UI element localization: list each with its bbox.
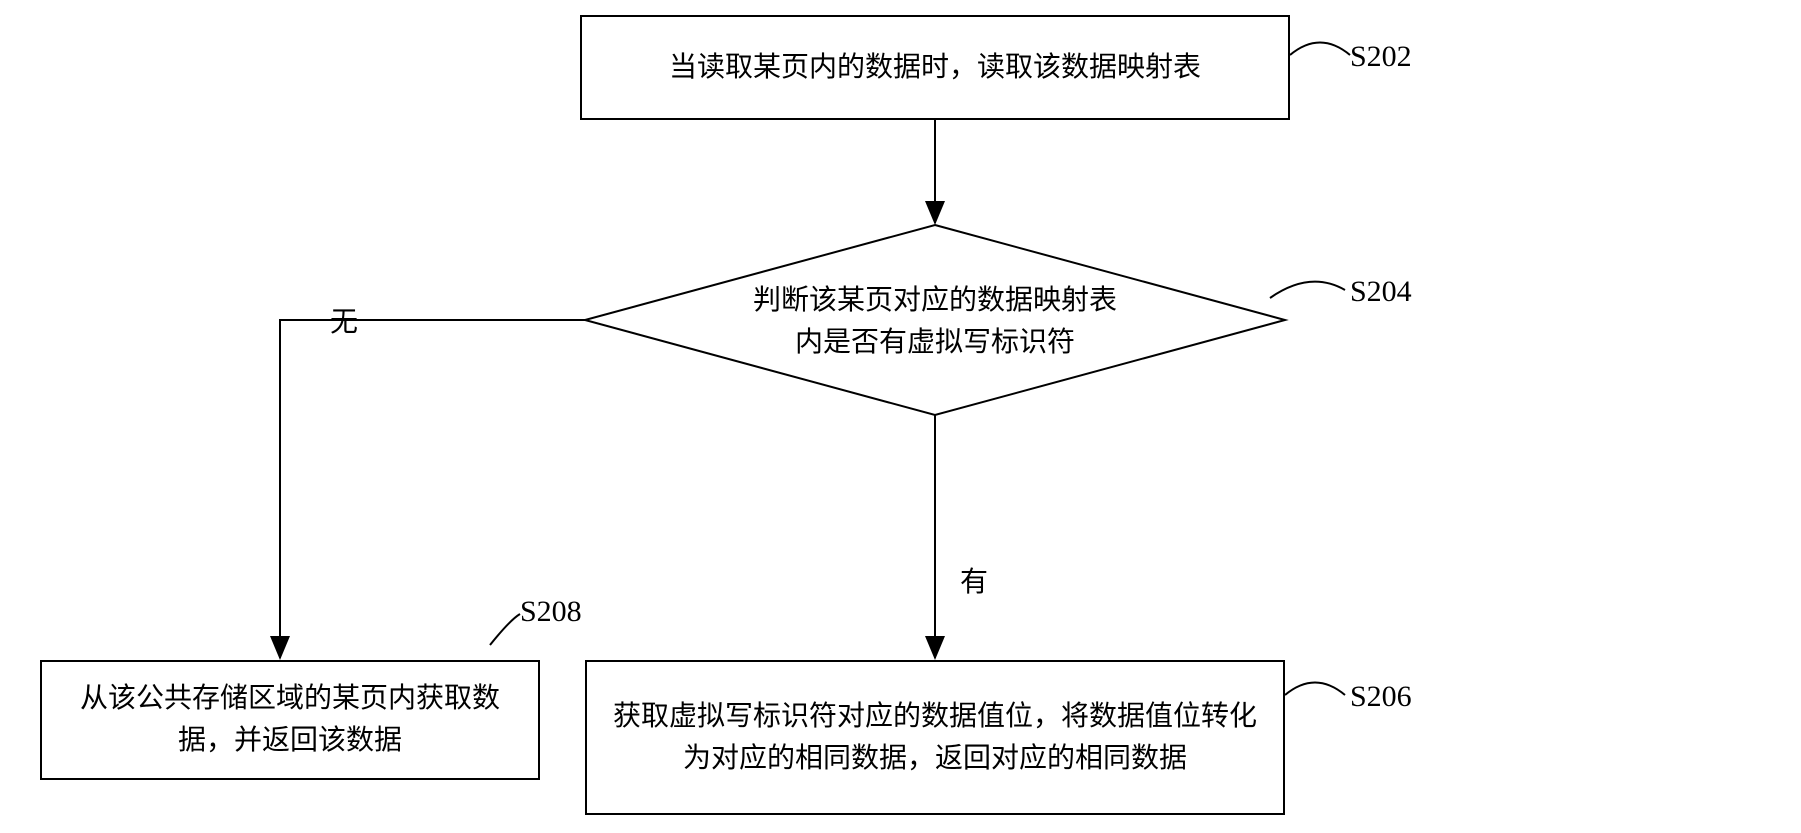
step-label-s204: S204 [1350,275,1412,309]
flowchart-node-s206: 获取虚拟写标识符对应的数据值位，将数据值位转化为对应的相同数据，返回对应的相同数… [585,660,1285,815]
node-text: 从该公共存储区域的某页内获取数据，并返回该数据 [58,678,522,762]
edge-label-yes: 有 [960,560,988,600]
flowchart-node-s208: 从该公共存储区域的某页内获取数据，并返回该数据 [40,660,540,780]
node-text: 当读取某页内的数据时，读取该数据映射表 [669,47,1201,89]
step-label-s208: S208 [520,595,582,629]
step-label-s206: S206 [1350,680,1412,714]
edge-label-no: 无 [330,300,358,340]
node-text: 获取虚拟写标识符对应的数据值位，将数据值位转化为对应的相同数据，返回对应的相同数… [603,696,1267,780]
step-label-s202: S202 [1350,40,1412,74]
flowchart-node-s202: 当读取某页内的数据时，读取该数据映射表 [580,15,1290,120]
node-text: 判断该某页对应的数据映射表内是否有虚拟写标识符 [745,280,1125,364]
